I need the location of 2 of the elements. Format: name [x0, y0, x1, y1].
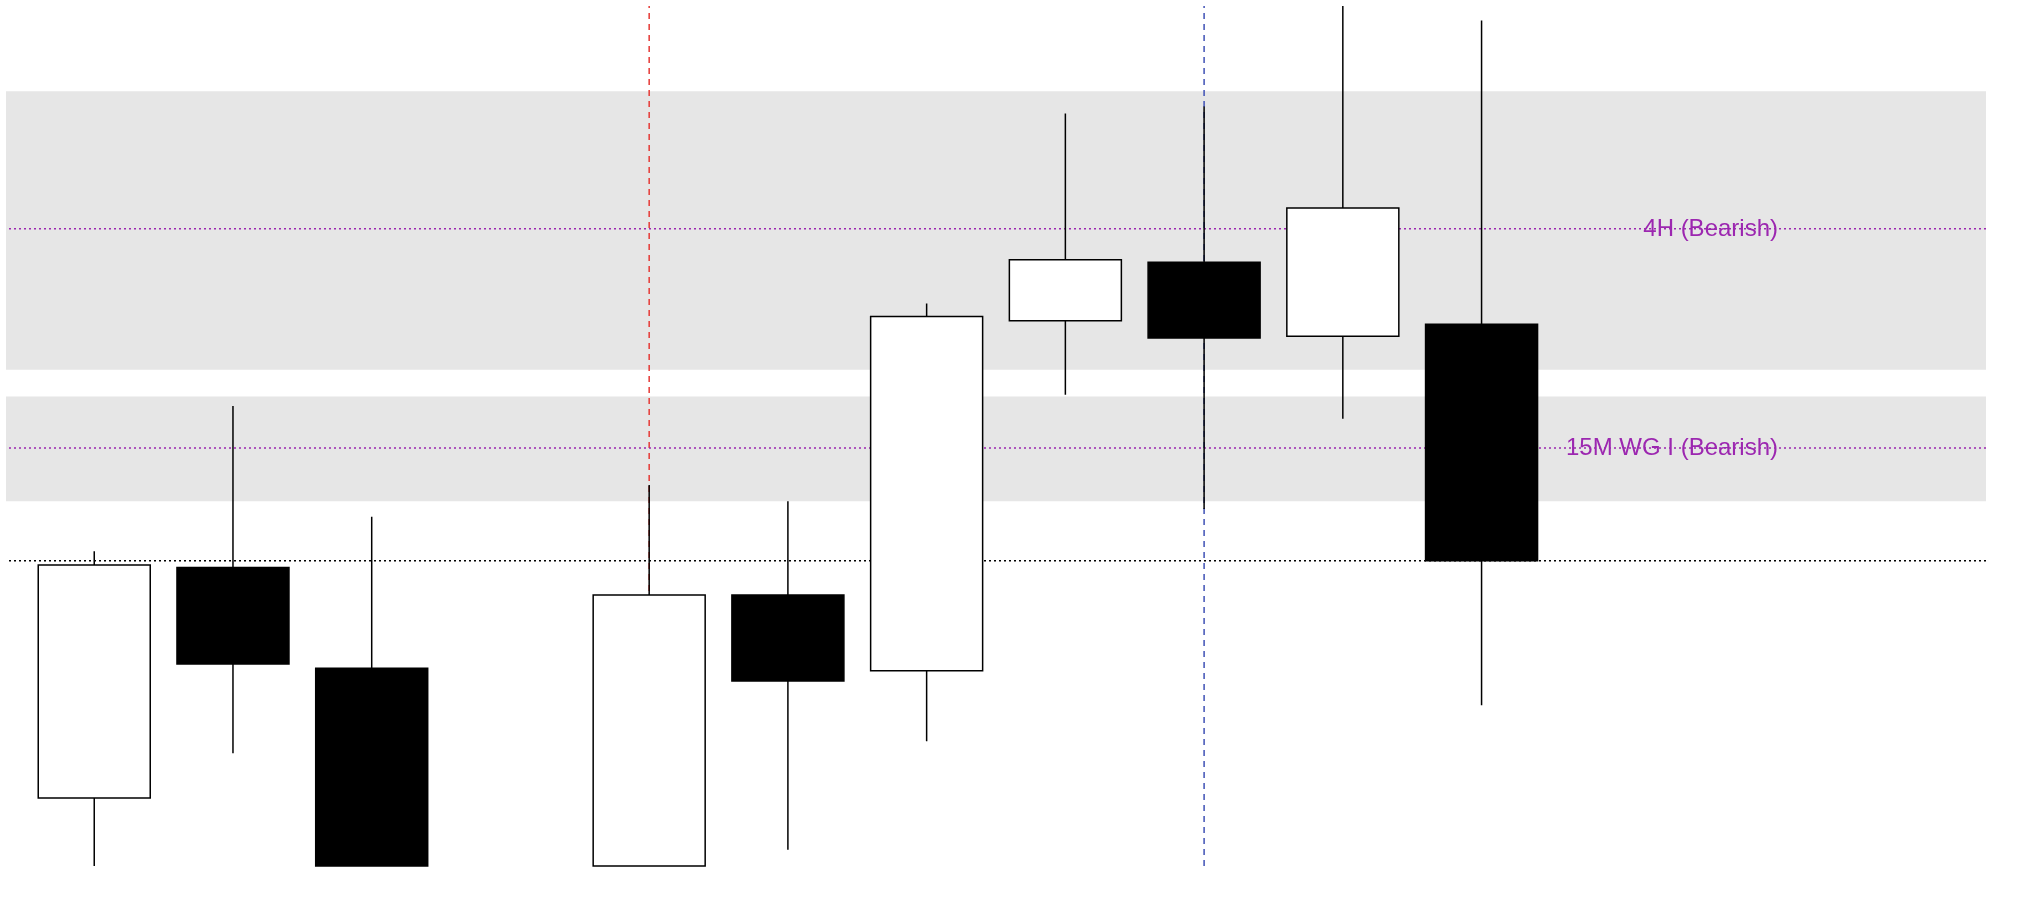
ref-line-label: 15M WG I (Bearish)	[1565, 433, 1778, 461]
ref-line-label: 4H (Bearish)	[1643, 213, 1778, 241]
